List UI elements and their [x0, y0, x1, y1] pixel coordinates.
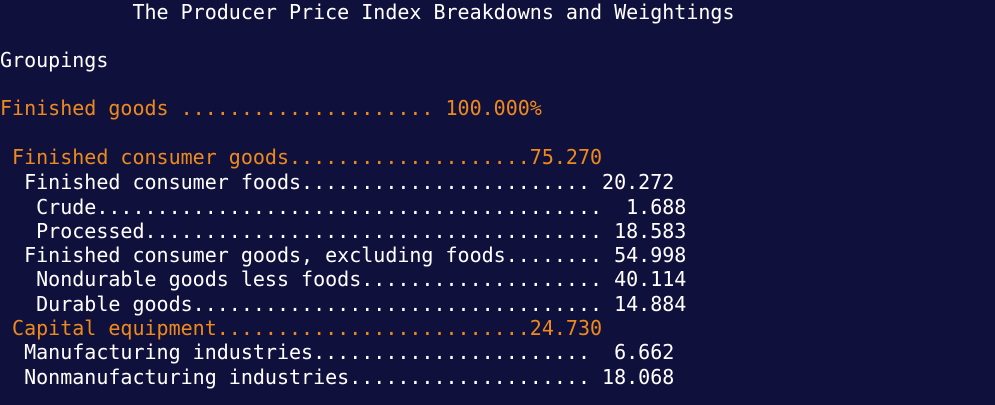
row-nonmanufacturing-industries: Nonmanufacturing industries.............…	[0, 365, 675, 389]
row-manufacturing-industries: Manufacturing industries................…	[0, 340, 675, 364]
row-crude: Crude...................................…	[0, 195, 687, 219]
row-processed: Processed...............................…	[0, 219, 687, 243]
row-durable-goods: Durable goods...........................…	[0, 292, 687, 316]
row-finished-goods: Finished goods ..................... 100…	[0, 96, 542, 120]
row-nondurable-goods: Nondurable goods less foods.............…	[0, 267, 687, 291]
row-capital-equipment: Capital equipment.......................…	[0, 316, 603, 340]
section-label: Groupings	[0, 48, 109, 72]
row-consumer-goods-excluding-foods: Finished consumer goods, excluding foods…	[0, 243, 687, 267]
row-finished-consumer-goods: Finished consumer goods.................…	[0, 145, 603, 169]
page-title: The Producer Price Index Breakdowns and …	[0, 0, 735, 24]
row-finished-consumer-foods: Finished consumer foods.................…	[0, 170, 675, 194]
